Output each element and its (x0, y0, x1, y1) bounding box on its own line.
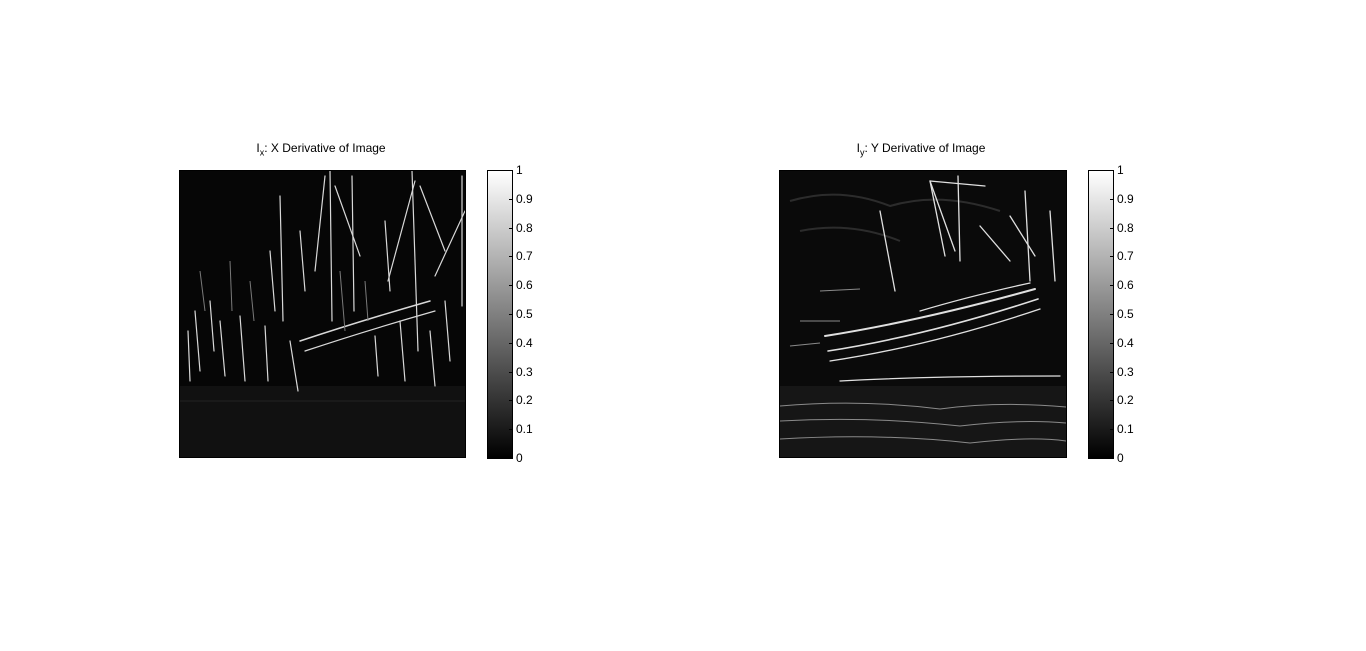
colorbar-tick-label: 0.4 (1117, 335, 1134, 350)
edge-map-y-derivative-icon (780, 171, 1066, 457)
colorbar-tick-mark (1110, 400, 1114, 402)
title-rest-y: : Y Derivative of Image (864, 141, 986, 155)
colorbar-tick-mark (1110, 458, 1114, 459)
colorbar-tick-mark (1110, 198, 1114, 200)
colorbar-tick-label: 1 (516, 163, 523, 177)
colorbar-tick-label: 0.8 (1117, 220, 1134, 235)
colorbar-tick-mark (509, 400, 513, 402)
colorbar-x (487, 170, 513, 459)
colorbar-tick-label: 0 (1117, 451, 1124, 465)
colorbar-tick-label: 0.6 (1117, 278, 1134, 293)
colorbar-tick-mark (1110, 227, 1114, 229)
colorbar-tick-label: 0.9 (1117, 191, 1134, 206)
colorbar-tick-label: 0.5 (1117, 307, 1134, 321)
title-sub-x: x (259, 147, 265, 158)
colorbar-tick-mark (1110, 256, 1114, 258)
colorbar-tick-label: 0.9 (516, 191, 533, 206)
colorbar-tick-mark (1110, 371, 1114, 373)
colorbar-tick-mark (509, 342, 513, 344)
title-main-y: I (856, 141, 860, 155)
colorbar-tick-label: 0.8 (516, 220, 533, 235)
figure-title-x: Ix: X Derivative of Image (256, 141, 385, 157)
colorbar-tick-label: 0.6 (516, 278, 533, 293)
colorbar-tick-label: 0.1 (516, 422, 533, 437)
title-main-x: I (256, 141, 260, 155)
colorbar-tick-label: 0.5 (516, 307, 533, 321)
colorbar-tick-label: 0.3 (516, 364, 533, 379)
image-y-derivative (779, 170, 1067, 458)
colorbar-tick-mark (509, 170, 513, 171)
colorbar-tick-mark (1110, 285, 1114, 287)
colorbar-tick-label: 0.1 (1117, 422, 1134, 437)
figure-title-y: Iy: Y Derivative of Image (857, 141, 986, 157)
colorbar-tick-mark (509, 256, 513, 258)
colorbar-tick-label: 0 (516, 451, 523, 465)
colorbar-tick-mark (1110, 314, 1114, 315)
colorbar-tick-mark (509, 227, 513, 229)
colorbar-tick-mark (509, 285, 513, 287)
colorbar-tick-mark (509, 198, 513, 200)
image-x-derivative (179, 170, 466, 458)
title-sub-y: y (859, 147, 865, 158)
colorbar-tick-label: 0.7 (1117, 249, 1134, 264)
colorbar-tick-label: 0.2 (516, 393, 533, 408)
title-rest-x: : X Derivative of Image (264, 141, 386, 155)
colorbar-tick-label: 0.3 (1117, 364, 1134, 379)
colorbar-tick-mark (509, 371, 513, 373)
colorbar-tick-mark (1110, 170, 1114, 171)
colorbar-tick-mark (509, 429, 513, 431)
colorbar-tick-label: 1 (1117, 163, 1124, 177)
colorbar-tick-mark (509, 314, 513, 315)
colorbar-tick-mark (1110, 429, 1114, 431)
colorbar-tick-mark (509, 458, 513, 459)
colorbar-tick-label: 0.2 (1117, 393, 1134, 408)
edge-map-x-derivative-icon (180, 171, 465, 457)
colorbar-tick-mark (1110, 342, 1114, 344)
colorbar-tick-label: 0.4 (516, 335, 533, 350)
colorbar-tick-label: 0.7 (516, 249, 533, 264)
